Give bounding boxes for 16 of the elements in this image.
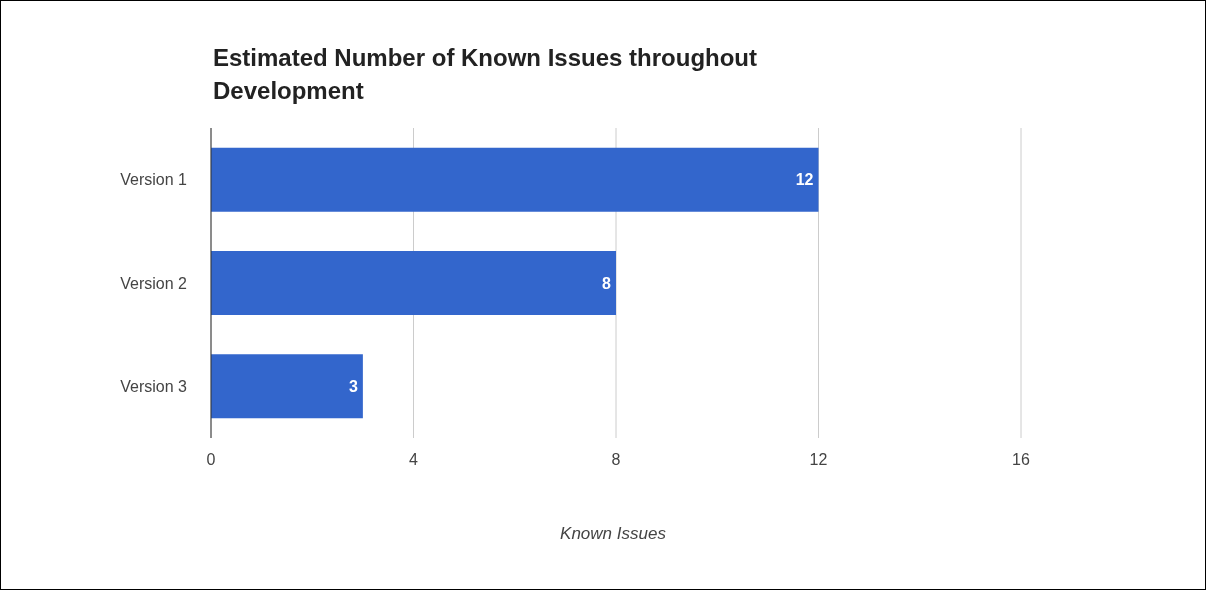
- bar: [211, 354, 363, 419]
- x-axis-title: Known Issues: [559, 524, 667, 544]
- data-label: 12: [795, 171, 814, 189]
- bar: [211, 147, 819, 212]
- y-tick-label: Version 1: [120, 171, 188, 189]
- x-tick-label: 0: [206, 451, 216, 469]
- data-label: 8: [602, 274, 612, 292]
- chart-title: Estimated Number of Known Issues throughout Development: [213, 43, 759, 106]
- x-tick-label: 16: [1012, 451, 1030, 469]
- y-tick-label: Version 3: [120, 378, 188, 396]
- x-tick-label: 4: [409, 451, 419, 469]
- x-tick-label: 8: [611, 451, 621, 469]
- y-tick-label: Version 2: [120, 274, 188, 292]
- x-tick-label: 12: [809, 451, 828, 469]
- bar: [211, 250, 616, 315]
- data-label: 3: [348, 377, 358, 395]
